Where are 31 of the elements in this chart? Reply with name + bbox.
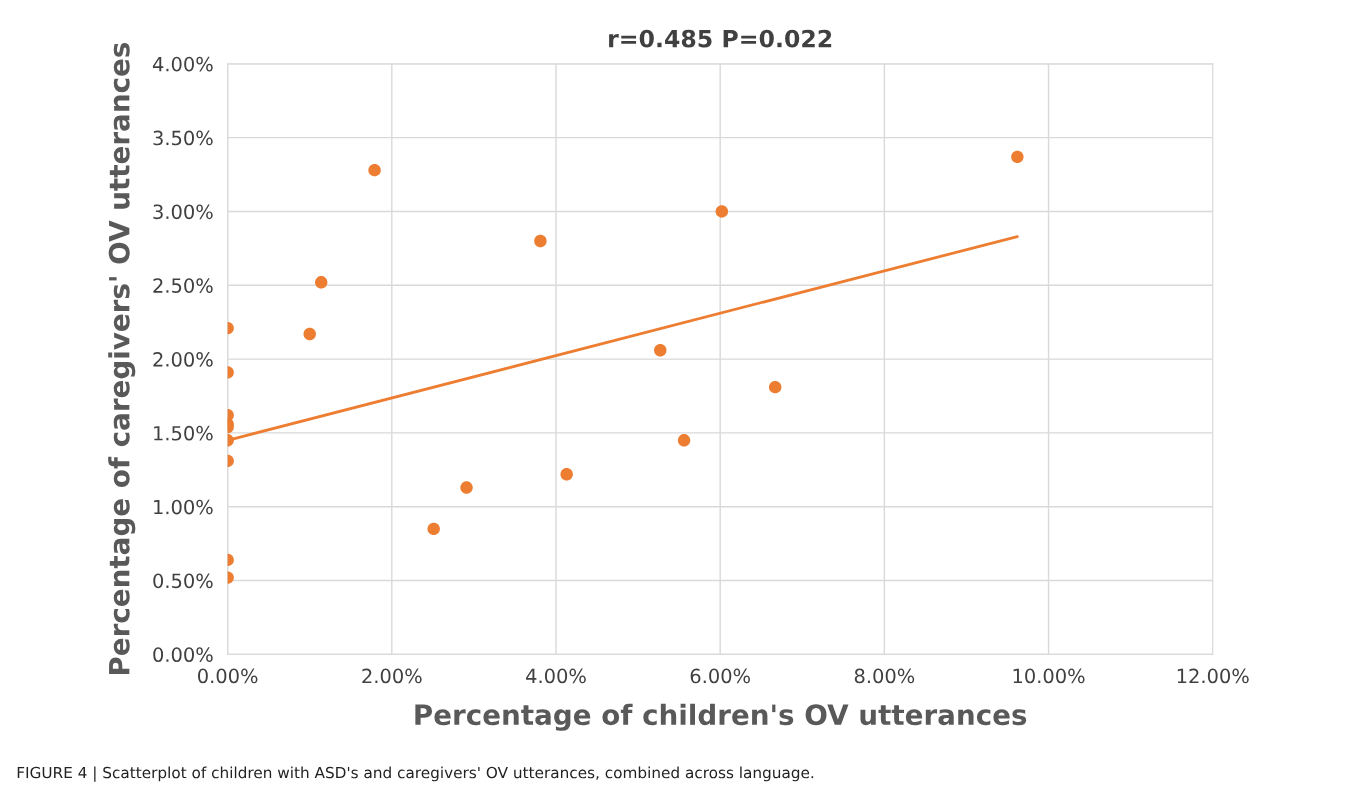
point xyxy=(715,205,729,218)
y-tick-label: 3.50% xyxy=(153,130,213,146)
point xyxy=(427,522,440,536)
caption: FIGURE 4 | Scatterplot of children with ASD's and caregivers' OV utterances, combined across language. xyxy=(17,766,814,782)
y-tick-label: 2.50% xyxy=(153,278,213,293)
point xyxy=(677,434,691,447)
x-tick-label: 8.00% xyxy=(854,668,915,684)
point xyxy=(1011,150,1024,164)
x-tick-label: 2.00% xyxy=(362,668,422,684)
y-tick-label: 1.50% xyxy=(154,425,213,441)
y-tick-label: 1.00% xyxy=(154,499,213,515)
y-tick-label: 4.00% xyxy=(152,56,213,72)
x-tick-label: 12.00% xyxy=(1177,668,1249,684)
point xyxy=(560,468,573,481)
point xyxy=(534,234,547,248)
x-tick-label: 0.00% xyxy=(198,668,258,684)
point xyxy=(654,344,667,357)
y-tick-label: 2.00% xyxy=(153,352,213,367)
y-tick-label: 3.00% xyxy=(153,204,213,220)
point xyxy=(768,380,782,394)
y-tick-label: 0.00% xyxy=(153,647,213,663)
y-tick-label: 0.50% xyxy=(153,573,213,589)
x-tick-label: 4.00% xyxy=(526,668,586,684)
x-axis-title: Percentage of children's OV utterances xyxy=(415,703,1027,731)
x-tick-label: 10.00% xyxy=(1013,668,1085,684)
point xyxy=(315,276,328,289)
chart-title: r=0.485 P=0.022 xyxy=(609,29,832,48)
point xyxy=(460,481,473,494)
y-axis-title: Percentage of caregivers' OV utterances xyxy=(108,42,136,675)
point xyxy=(368,163,381,177)
x-tick-label: 6.00% xyxy=(690,668,750,684)
